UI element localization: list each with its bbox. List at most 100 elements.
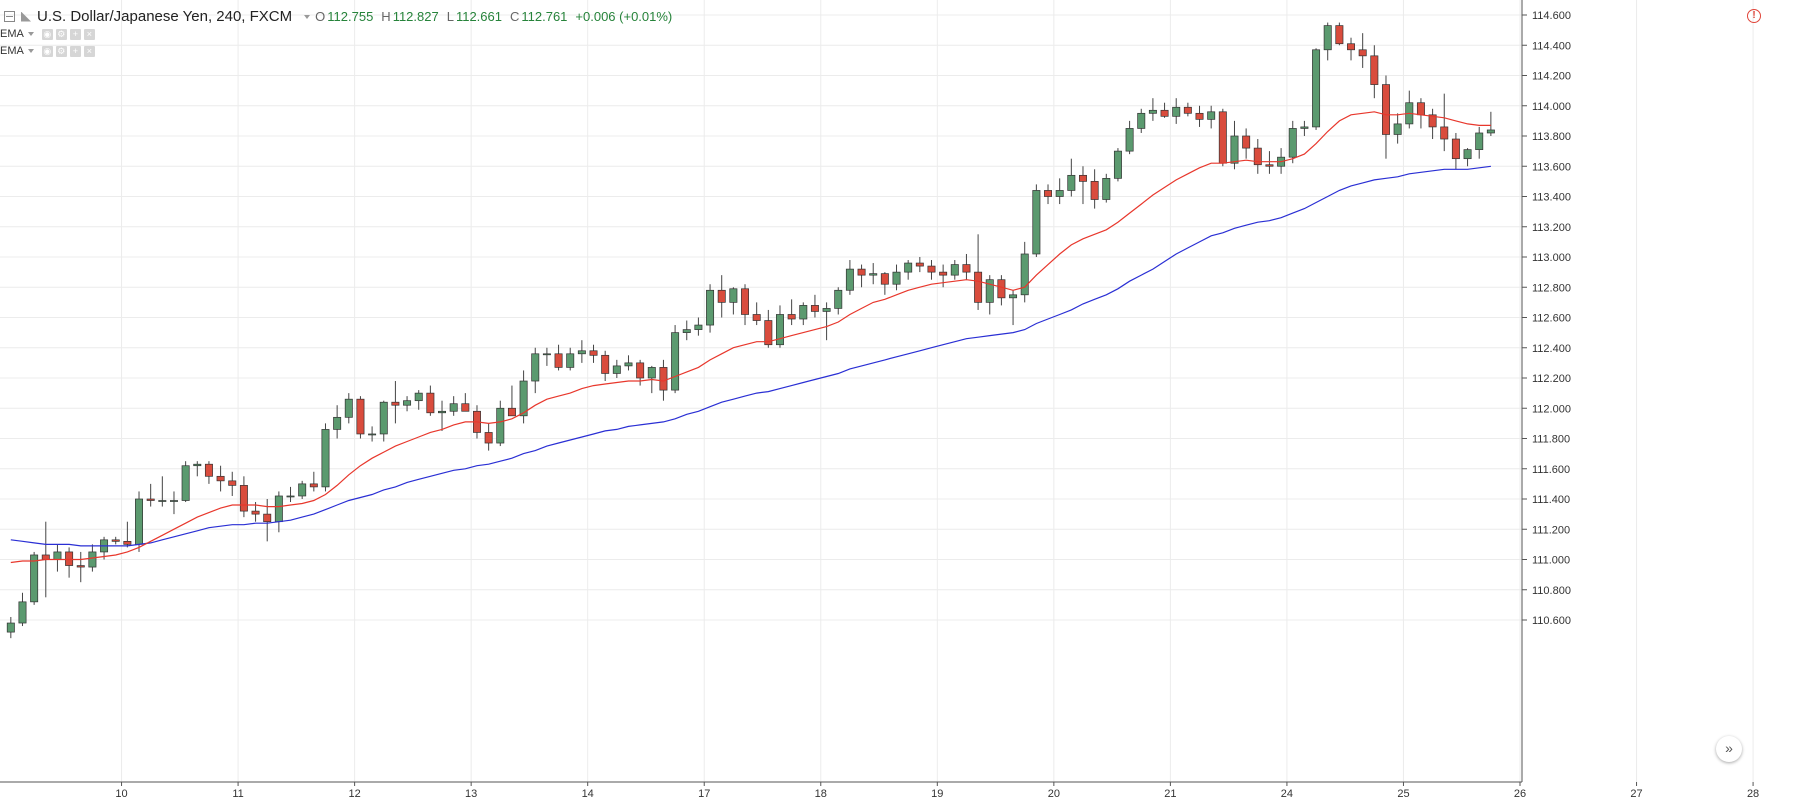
candle — [414, 390, 423, 410]
candle — [484, 423, 493, 451]
candle — [53, 544, 62, 572]
close-icon[interactable]: × — [83, 28, 95, 40]
candle — [1358, 33, 1367, 68]
candle — [193, 461, 202, 477]
y-tick-label: 113.200 — [1532, 222, 1571, 234]
candle — [449, 396, 458, 416]
gear-icon[interactable]: ⚙ — [55, 28, 67, 40]
candle — [776, 305, 784, 348]
eye-icon[interactable]: ◉ — [41, 45, 53, 57]
candle — [997, 275, 1006, 306]
high-value: 112.827 — [392, 9, 439, 24]
candle — [1463, 148, 1472, 167]
candle — [1265, 151, 1274, 174]
candle — [76, 551, 85, 583]
chevron-down-icon[interactable] — [27, 49, 34, 53]
x-tick-label: 18 — [815, 788, 827, 800]
candle — [111, 536, 120, 545]
candle — [438, 400, 446, 431]
candle — [1428, 108, 1437, 140]
candle — [601, 350, 610, 382]
y-tick-label: 112.600 — [1532, 313, 1571, 325]
candle — [939, 264, 948, 288]
candle — [577, 340, 586, 363]
study-name[interactable]: EMA — [0, 28, 24, 40]
x-tick-label: 14 — [582, 788, 594, 800]
x-tick-label: 27 — [1630, 788, 1642, 800]
study-legend-ema-1[interactable]: EMA ◉ ⚙ + × — [0, 28, 95, 40]
chevron-down-icon[interactable] — [304, 14, 311, 19]
candle — [1486, 111, 1495, 136]
y-tick-label: 114.400 — [1532, 40, 1571, 52]
candle — [135, 491, 143, 552]
candle — [985, 275, 994, 315]
time-axis[interactable]: 101112131417181920212425262728Oct23458 — [0, 781, 1811, 800]
candle — [1440, 93, 1449, 152]
candle — [822, 302, 831, 341]
candle — [1020, 241, 1029, 303]
candle — [181, 461, 190, 503]
y-tick-label: 112.800 — [1532, 282, 1571, 294]
candle — [1416, 98, 1425, 129]
y-tick-label: 111.200 — [1532, 524, 1570, 536]
x-tick-label: 25 — [1397, 788, 1409, 800]
close-icon[interactable]: × — [83, 45, 95, 57]
candle — [962, 253, 971, 280]
candle — [717, 275, 726, 318]
x-tick-label: 19 — [931, 788, 943, 800]
candle — [321, 423, 330, 492]
candle — [1393, 113, 1402, 144]
candle — [927, 260, 936, 280]
study-name[interactable]: EMA — [0, 45, 24, 57]
candle — [1009, 290, 1018, 326]
candle — [170, 491, 178, 515]
candle — [286, 486, 295, 503]
y-tick-label: 114.000 — [1532, 101, 1571, 113]
candle — [1405, 90, 1414, 129]
candle — [30, 551, 39, 605]
low-label: L — [446, 9, 454, 24]
scroll-to-realtime-button[interactable]: » — [1716, 736, 1742, 762]
candle — [810, 294, 819, 318]
study-legend-ema-2[interactable]: EMA ◉ ⚙ + × — [0, 45, 95, 57]
symbol-title[interactable]: U.S. Dollar/Japanese Yen, 240, FXCM — [37, 8, 293, 25]
candles — [6, 22, 1495, 639]
y-tick-label: 111.400 — [1532, 494, 1570, 506]
candle — [834, 287, 843, 315]
candle — [344, 393, 353, 424]
candle — [915, 257, 924, 273]
candle — [1195, 105, 1204, 127]
candle — [309, 471, 318, 492]
candle — [904, 260, 913, 280]
collapse-icon[interactable] — [4, 11, 15, 22]
candle — [1137, 108, 1146, 133]
candle — [65, 547, 74, 578]
price-axis[interactable]: 110.600 110.800 111.000 111.200 111.400 111.6… — [1521, 0, 1571, 782]
alert-icon[interactable]: ! — [1747, 9, 1761, 23]
open-label: O — [315, 9, 326, 24]
x-tick-label: 26 — [1514, 788, 1526, 800]
y-tick-label: 114.600 — [1532, 10, 1571, 22]
eye-icon[interactable]: ◉ — [41, 28, 53, 40]
candle — [263, 499, 272, 542]
x-tick-label: 11 — [232, 788, 243, 800]
plus-icon[interactable]: + — [69, 45, 81, 57]
ema-short-line — [10, 111, 1491, 564]
y-tick-label: 111.800 — [1532, 434, 1570, 446]
plus-icon[interactable]: + — [69, 28, 81, 40]
candle — [368, 426, 377, 442]
candle — [1044, 184, 1052, 205]
candle — [1300, 120, 1309, 136]
x-tick-label: 20 — [1048, 788, 1060, 800]
candle — [158, 476, 167, 507]
candle — [391, 381, 400, 424]
candle — [682, 320, 691, 341]
chevron-down-icon[interactable] — [27, 32, 34, 36]
gear-icon[interactable]: ⚙ — [55, 45, 67, 57]
candle — [1382, 75, 1390, 159]
candle — [274, 491, 283, 533]
candle — [1079, 166, 1087, 205]
y-tick-label: 112.400 — [1532, 343, 1571, 355]
